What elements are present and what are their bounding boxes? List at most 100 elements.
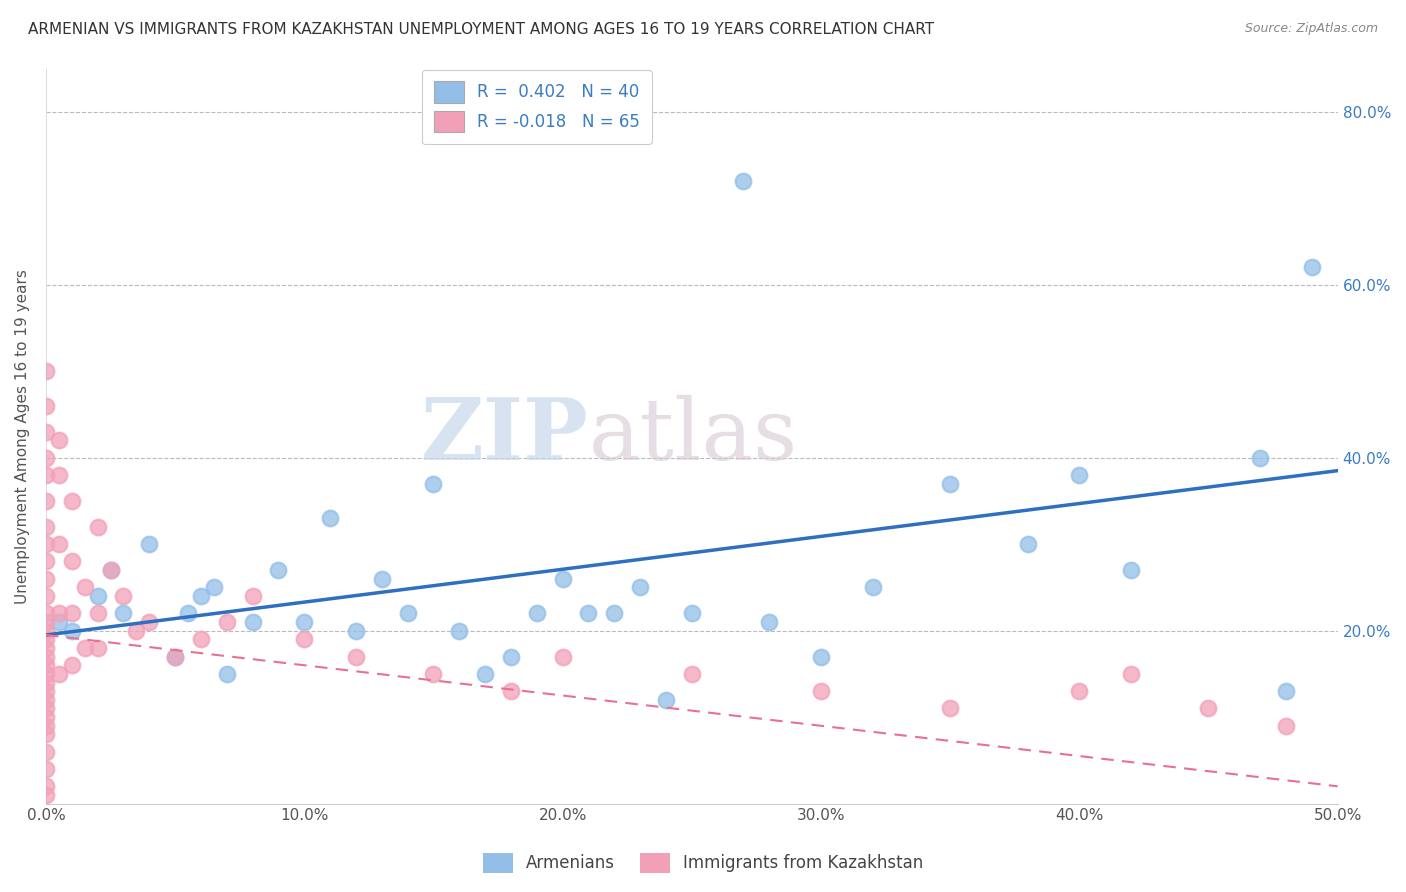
Point [242, 589, 264, 603]
Point [35, 554, 58, 568]
Point [35, 425, 58, 439]
Point [35, 624, 58, 638]
Point [48, 434, 70, 448]
Legend: R =  0.402   N = 40, R = -0.018   N = 65: R = 0.402 N = 40, R = -0.018 N = 65 [422, 70, 651, 144]
Point [60, 554, 83, 568]
Point [1119, 563, 1142, 577]
Legend: Armenians, Immigrants from Kazakhstan: Armenians, Immigrants from Kazakhstan [475, 847, 931, 880]
Point [35, 719, 58, 733]
Point [100, 563, 122, 577]
Point [810, 684, 832, 698]
Point [1198, 701, 1220, 715]
Point [681, 666, 703, 681]
Point [344, 649, 367, 664]
Point [60, 494, 83, 508]
Point [35, 727, 58, 741]
Point [1301, 260, 1323, 275]
Text: Source: ZipAtlas.com: Source: ZipAtlas.com [1244, 22, 1378, 36]
Point [125, 624, 148, 638]
Point [344, 624, 367, 638]
Point [1249, 450, 1271, 465]
Point [35, 762, 58, 776]
Y-axis label: Unemployment Among Ages 16 to 19 years: Unemployment Among Ages 16 to 19 years [15, 268, 30, 604]
Point [86, 589, 108, 603]
Point [48, 467, 70, 482]
Point [60, 607, 83, 621]
Point [1017, 537, 1039, 551]
Point [48, 615, 70, 629]
Point [35, 780, 58, 794]
Point [1275, 684, 1298, 698]
Point [267, 563, 290, 577]
Text: atlas: atlas [589, 394, 797, 477]
Point [60, 658, 83, 673]
Point [655, 693, 678, 707]
Point [190, 589, 212, 603]
Point [862, 581, 884, 595]
Point [35, 494, 58, 508]
Point [551, 572, 574, 586]
Point [422, 666, 444, 681]
Point [35, 589, 58, 603]
Point [35, 693, 58, 707]
Point [35, 701, 58, 715]
Point [371, 572, 394, 586]
Point [35, 450, 58, 465]
Point [35, 607, 58, 621]
Point [35, 684, 58, 698]
Point [35, 640, 58, 655]
Point [1275, 719, 1298, 733]
Point [138, 615, 160, 629]
Point [1069, 467, 1091, 482]
Point [396, 607, 419, 621]
Point [215, 666, 238, 681]
Point [48, 537, 70, 551]
Point [35, 537, 58, 551]
Point [35, 658, 58, 673]
Point [810, 649, 832, 664]
Point [474, 666, 496, 681]
Point [578, 607, 600, 621]
Text: ARMENIAN VS IMMIGRANTS FROM KAZAKHSTAN UNEMPLOYMENT AMONG AGES 16 TO 19 YEARS CO: ARMENIAN VS IMMIGRANTS FROM KAZAKHSTAN U… [28, 22, 934, 37]
Point [319, 511, 342, 525]
Point [35, 572, 58, 586]
Point [733, 174, 755, 188]
Point [165, 649, 187, 664]
Point [35, 615, 58, 629]
Point [138, 537, 160, 551]
Point [48, 666, 70, 681]
Point [628, 581, 651, 595]
Point [215, 615, 238, 629]
Point [939, 701, 962, 715]
Point [35, 520, 58, 534]
Point [35, 710, 58, 724]
Point [112, 589, 135, 603]
Point [35, 745, 58, 759]
Point [177, 607, 200, 621]
Point [60, 624, 83, 638]
Point [35, 675, 58, 690]
Point [100, 563, 122, 577]
Point [499, 684, 522, 698]
Point [202, 581, 225, 595]
Point [35, 649, 58, 664]
Point [112, 607, 135, 621]
Point [1119, 666, 1142, 681]
Point [292, 615, 315, 629]
Point [758, 615, 780, 629]
Point [73, 581, 96, 595]
Point [86, 607, 108, 621]
Point [292, 632, 315, 647]
Point [35, 364, 58, 378]
Point [86, 640, 108, 655]
Text: ZIP: ZIP [420, 394, 589, 478]
Point [499, 649, 522, 664]
Point [939, 476, 962, 491]
Point [35, 632, 58, 647]
Point [449, 624, 471, 638]
Point [603, 607, 626, 621]
Point [35, 666, 58, 681]
Point [551, 649, 574, 664]
Point [35, 467, 58, 482]
Point [242, 615, 264, 629]
